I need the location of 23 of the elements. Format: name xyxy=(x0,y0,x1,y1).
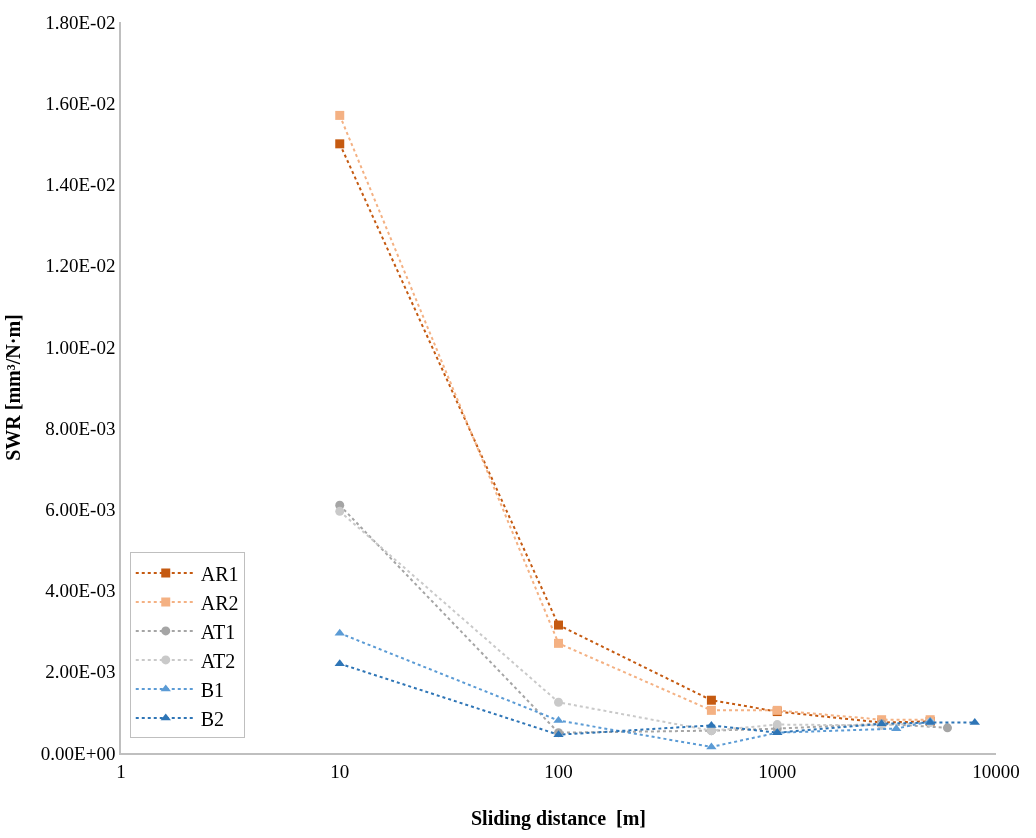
y-axis-title: SWR [mm³/N·m] xyxy=(1,314,24,461)
y-tick-label: 6.00E-03 xyxy=(45,498,116,520)
y-tick-label: 1.80E-02 xyxy=(45,11,116,33)
legend-label: AR2 xyxy=(200,591,239,614)
x-tick-label: 10000 xyxy=(972,760,1020,782)
y-tick-label: 4.00E-03 xyxy=(45,580,116,602)
legend-label: B2 xyxy=(200,707,225,730)
y-tick-label: 1.60E-02 xyxy=(45,92,116,114)
y-tick-label: 8.00E-03 xyxy=(45,417,116,439)
y-tick-label: 1.20E-02 xyxy=(45,255,116,277)
y-tick-label: 1.40E-02 xyxy=(45,174,116,196)
y-tick-label: 0.00E+00 xyxy=(40,742,116,764)
y-tick-label: 1.00E-02 xyxy=(45,336,116,358)
legend-label: AT1 xyxy=(200,620,236,643)
x-tick-label: 1000 xyxy=(758,760,797,782)
x-tick-label: 10 xyxy=(330,760,350,782)
x-tick-label: 100 xyxy=(544,760,573,782)
y-tick-label: 2.00E-03 xyxy=(45,661,116,683)
x-axis-title: Sliding distance [m] xyxy=(470,806,647,830)
legend-label: AR1 xyxy=(200,562,239,585)
legend-label: AT2 xyxy=(200,649,236,672)
x-tick-label: 1 xyxy=(116,760,126,782)
legend-label: B1 xyxy=(200,678,225,701)
